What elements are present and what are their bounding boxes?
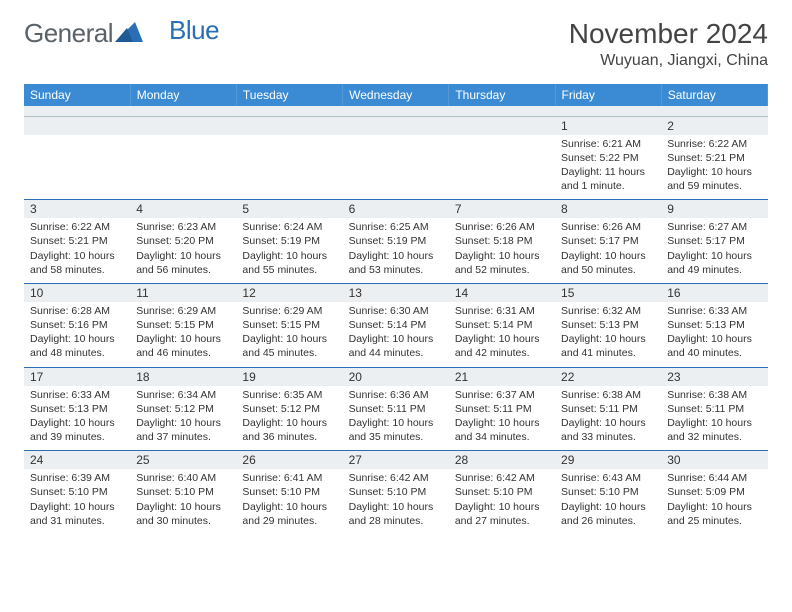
day-number: 5 [236,200,342,219]
calendar-table: Sunday Monday Tuesday Wednesday Thursday… [24,84,768,534]
day-number [24,116,130,135]
weekday-header-row: Sunday Monday Tuesday Wednesday Thursday… [24,84,768,106]
day-number: 9 [661,200,767,219]
daytext-row: Sunrise: 6:21 AM Sunset: 5:22 PM Dayligh… [24,135,768,200]
day-number: 13 [343,283,449,302]
day-number: 30 [661,451,767,470]
day-details [236,135,342,200]
daytext-row: Sunrise: 6:22 AM Sunset: 5:21 PM Dayligh… [24,218,768,283]
day-details: Sunrise: 6:39 AM Sunset: 5:10 PM Dayligh… [24,469,130,534]
day-details [449,135,555,200]
day-number: 16 [661,283,767,302]
day-details: Sunrise: 6:37 AM Sunset: 5:11 PM Dayligh… [449,386,555,451]
logo-text-blue: Blue [169,15,219,46]
day-number: 27 [343,451,449,470]
day-details: Sunrise: 6:29 AM Sunset: 5:15 PM Dayligh… [130,302,236,367]
day-number: 28 [449,451,555,470]
day-details: Sunrise: 6:32 AM Sunset: 5:13 PM Dayligh… [555,302,661,367]
day-number: 24 [24,451,130,470]
day-number [343,116,449,135]
day-number: 14 [449,283,555,302]
day-details: Sunrise: 6:22 AM Sunset: 5:21 PM Dayligh… [24,218,130,283]
day-number: 8 [555,200,661,219]
day-number: 12 [236,283,342,302]
day-details: Sunrise: 6:26 AM Sunset: 5:18 PM Dayligh… [449,218,555,283]
day-number: 1 [555,116,661,135]
day-details: Sunrise: 6:36 AM Sunset: 5:11 PM Dayligh… [343,386,449,451]
daynum-row: 24252627282930 [24,451,768,470]
day-details: Sunrise: 6:22 AM Sunset: 5:21 PM Dayligh… [661,135,767,200]
daynum-row: 17181920212223 [24,367,768,386]
day-details: Sunrise: 6:34 AM Sunset: 5:12 PM Dayligh… [130,386,236,451]
day-number: 19 [236,367,342,386]
weekday-header: Tuesday [236,84,342,106]
weekday-header: Thursday [449,84,555,106]
weekday-header: Sunday [24,84,130,106]
day-number: 15 [555,283,661,302]
day-details: Sunrise: 6:33 AM Sunset: 5:13 PM Dayligh… [661,302,767,367]
day-number: 10 [24,283,130,302]
day-details: Sunrise: 6:42 AM Sunset: 5:10 PM Dayligh… [343,469,449,534]
day-details: Sunrise: 6:28 AM Sunset: 5:16 PM Dayligh… [24,302,130,367]
day-details: Sunrise: 6:29 AM Sunset: 5:15 PM Dayligh… [236,302,342,367]
day-number: 7 [449,200,555,219]
day-number: 2 [661,116,767,135]
weekday-header: Wednesday [343,84,449,106]
day-details: Sunrise: 6:38 AM Sunset: 5:11 PM Dayligh… [661,386,767,451]
day-details: Sunrise: 6:26 AM Sunset: 5:17 PM Dayligh… [555,218,661,283]
day-number: 4 [130,200,236,219]
page-header: General Blue November 2024 Wuyuan, Jiang… [24,18,768,70]
weekday-header: Friday [555,84,661,106]
day-number: 6 [343,200,449,219]
day-number: 3 [24,200,130,219]
day-details [130,135,236,200]
daytext-row: Sunrise: 6:28 AM Sunset: 5:16 PM Dayligh… [24,302,768,367]
day-details: Sunrise: 6:23 AM Sunset: 5:20 PM Dayligh… [130,218,236,283]
day-number: 23 [661,367,767,386]
weekday-header: Monday [130,84,236,106]
month-title: November 2024 [569,18,768,50]
day-details: Sunrise: 6:40 AM Sunset: 5:10 PM Dayligh… [130,469,236,534]
day-details [343,135,449,200]
day-number: 25 [130,451,236,470]
day-details: Sunrise: 6:30 AM Sunset: 5:14 PM Dayligh… [343,302,449,367]
day-details [24,135,130,200]
daynum-row: 3456789 [24,200,768,219]
day-number [449,116,555,135]
day-details: Sunrise: 6:25 AM Sunset: 5:19 PM Dayligh… [343,218,449,283]
day-number: 17 [24,367,130,386]
day-number: 29 [555,451,661,470]
title-block: November 2024 Wuyuan, Jiangxi, China [569,18,768,70]
daytext-row: Sunrise: 6:33 AM Sunset: 5:13 PM Dayligh… [24,386,768,451]
day-number: 18 [130,367,236,386]
day-details: Sunrise: 6:43 AM Sunset: 5:10 PM Dayligh… [555,469,661,534]
day-details: Sunrise: 6:33 AM Sunset: 5:13 PM Dayligh… [24,386,130,451]
day-details: Sunrise: 6:24 AM Sunset: 5:19 PM Dayligh… [236,218,342,283]
daytext-row: Sunrise: 6:39 AM Sunset: 5:10 PM Dayligh… [24,469,768,534]
day-number: 26 [236,451,342,470]
logo: General Blue [24,18,219,49]
day-details: Sunrise: 6:44 AM Sunset: 5:09 PM Dayligh… [661,469,767,534]
logo-triangle-icon [115,20,143,47]
day-details: Sunrise: 6:31 AM Sunset: 5:14 PM Dayligh… [449,302,555,367]
location-text: Wuyuan, Jiangxi, China [569,52,768,70]
day-number: 22 [555,367,661,386]
day-details: Sunrise: 6:21 AM Sunset: 5:22 PM Dayligh… [555,135,661,200]
day-details: Sunrise: 6:41 AM Sunset: 5:10 PM Dayligh… [236,469,342,534]
day-number [236,116,342,135]
day-number: 21 [449,367,555,386]
day-number [130,116,236,135]
logo-text-general: General [24,18,113,49]
spacer-row [24,106,768,116]
weekday-header: Saturday [661,84,767,106]
day-details: Sunrise: 6:35 AM Sunset: 5:12 PM Dayligh… [236,386,342,451]
day-number: 11 [130,283,236,302]
daynum-row: 10111213141516 [24,283,768,302]
daynum-row: 12 [24,116,768,135]
day-details: Sunrise: 6:27 AM Sunset: 5:17 PM Dayligh… [661,218,767,283]
day-details: Sunrise: 6:42 AM Sunset: 5:10 PM Dayligh… [449,469,555,534]
day-details: Sunrise: 6:38 AM Sunset: 5:11 PM Dayligh… [555,386,661,451]
day-number: 20 [343,367,449,386]
